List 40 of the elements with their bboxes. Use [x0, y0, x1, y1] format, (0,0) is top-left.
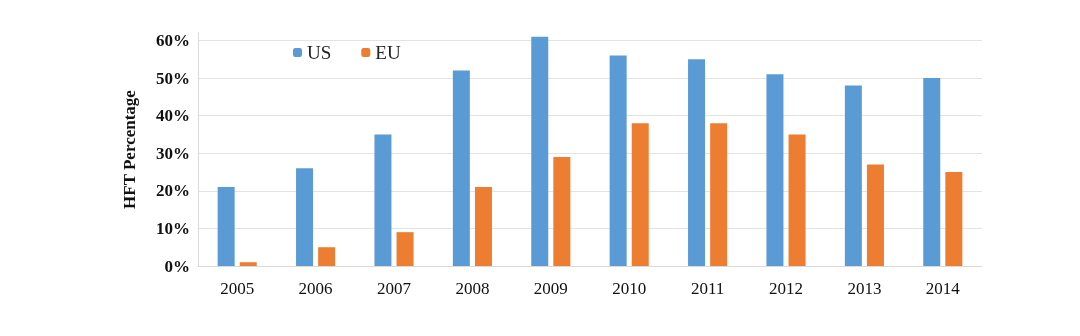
bar	[239, 262, 257, 266]
bar	[318, 247, 336, 266]
bar	[609, 55, 627, 266]
y-tick-label: 10%	[156, 218, 190, 238]
bar	[844, 85, 862, 266]
x-tick-label: 2012	[769, 279, 803, 298]
bar	[452, 70, 470, 266]
bar	[396, 232, 414, 266]
legend-label: EU	[375, 42, 401, 63]
x-tick-label: 2006	[298, 279, 333, 298]
bar	[474, 187, 492, 266]
y-tick-label: 0%	[164, 256, 190, 276]
legend-label: US	[307, 42, 332, 63]
bar	[710, 123, 728, 266]
x-tick-label: 2007	[377, 279, 412, 298]
bar	[788, 134, 806, 266]
bar	[531, 36, 549, 266]
x-tick-label: 2011	[690, 279, 725, 298]
y-axis-title: HFT Percentage	[120, 89, 139, 209]
bar	[217, 187, 235, 266]
y-tick-label: 50%	[156, 68, 190, 88]
bar	[923, 78, 941, 266]
bar	[688, 59, 706, 266]
x-tick-label: 2014	[925, 279, 961, 298]
x-tick-label: 2009	[533, 279, 568, 298]
y-tick-label: 40%	[156, 106, 190, 126]
x-tick-label: 2013	[847, 279, 882, 298]
bar	[945, 172, 963, 266]
x-tick-label: 2005	[220, 279, 255, 298]
y-tick-label: 60%	[156, 31, 190, 51]
bar	[766, 74, 784, 266]
x-tick-label: 2010	[612, 279, 647, 298]
bar	[866, 164, 884, 266]
y-tick-label: 20%	[156, 181, 190, 201]
bar	[553, 157, 571, 266]
bar	[631, 123, 649, 266]
x-tick-label: 2008	[455, 279, 490, 298]
y-tick-label: 30%	[156, 143, 190, 163]
bar	[374, 134, 392, 266]
bar	[296, 168, 314, 266]
